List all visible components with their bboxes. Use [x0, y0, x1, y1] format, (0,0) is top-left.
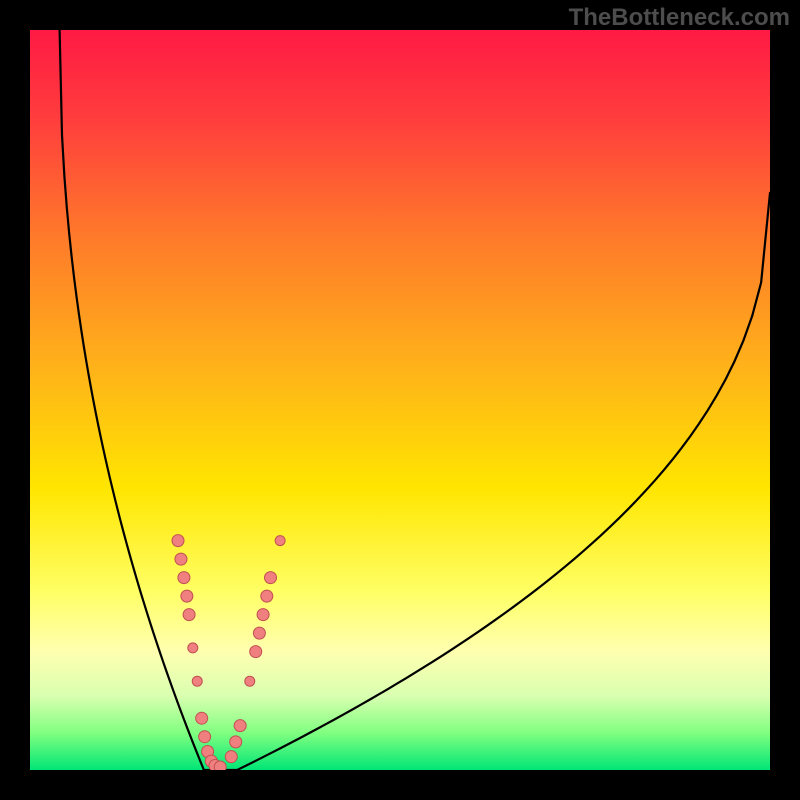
plot-svg [30, 30, 770, 770]
data-marker [188, 643, 198, 653]
watermark-text: TheBottleneck.com [569, 4, 790, 32]
plot-area [30, 30, 770, 770]
figure-root: TheBottleneck.com [0, 0, 800, 800]
data-marker [250, 646, 262, 658]
data-marker [225, 751, 237, 763]
data-marker [261, 590, 273, 602]
data-marker [181, 590, 193, 602]
data-marker [172, 535, 184, 547]
data-marker [230, 736, 242, 748]
data-marker [275, 536, 285, 546]
gradient-background [30, 30, 770, 770]
data-marker [178, 572, 190, 584]
data-marker [253, 627, 265, 639]
data-marker [183, 609, 195, 621]
data-marker [245, 676, 255, 686]
data-marker [199, 731, 211, 743]
data-marker [175, 553, 187, 565]
data-marker [234, 720, 246, 732]
data-marker [214, 761, 226, 770]
data-marker [192, 676, 202, 686]
data-marker [257, 609, 269, 621]
data-marker [265, 572, 277, 584]
data-marker [196, 712, 208, 724]
